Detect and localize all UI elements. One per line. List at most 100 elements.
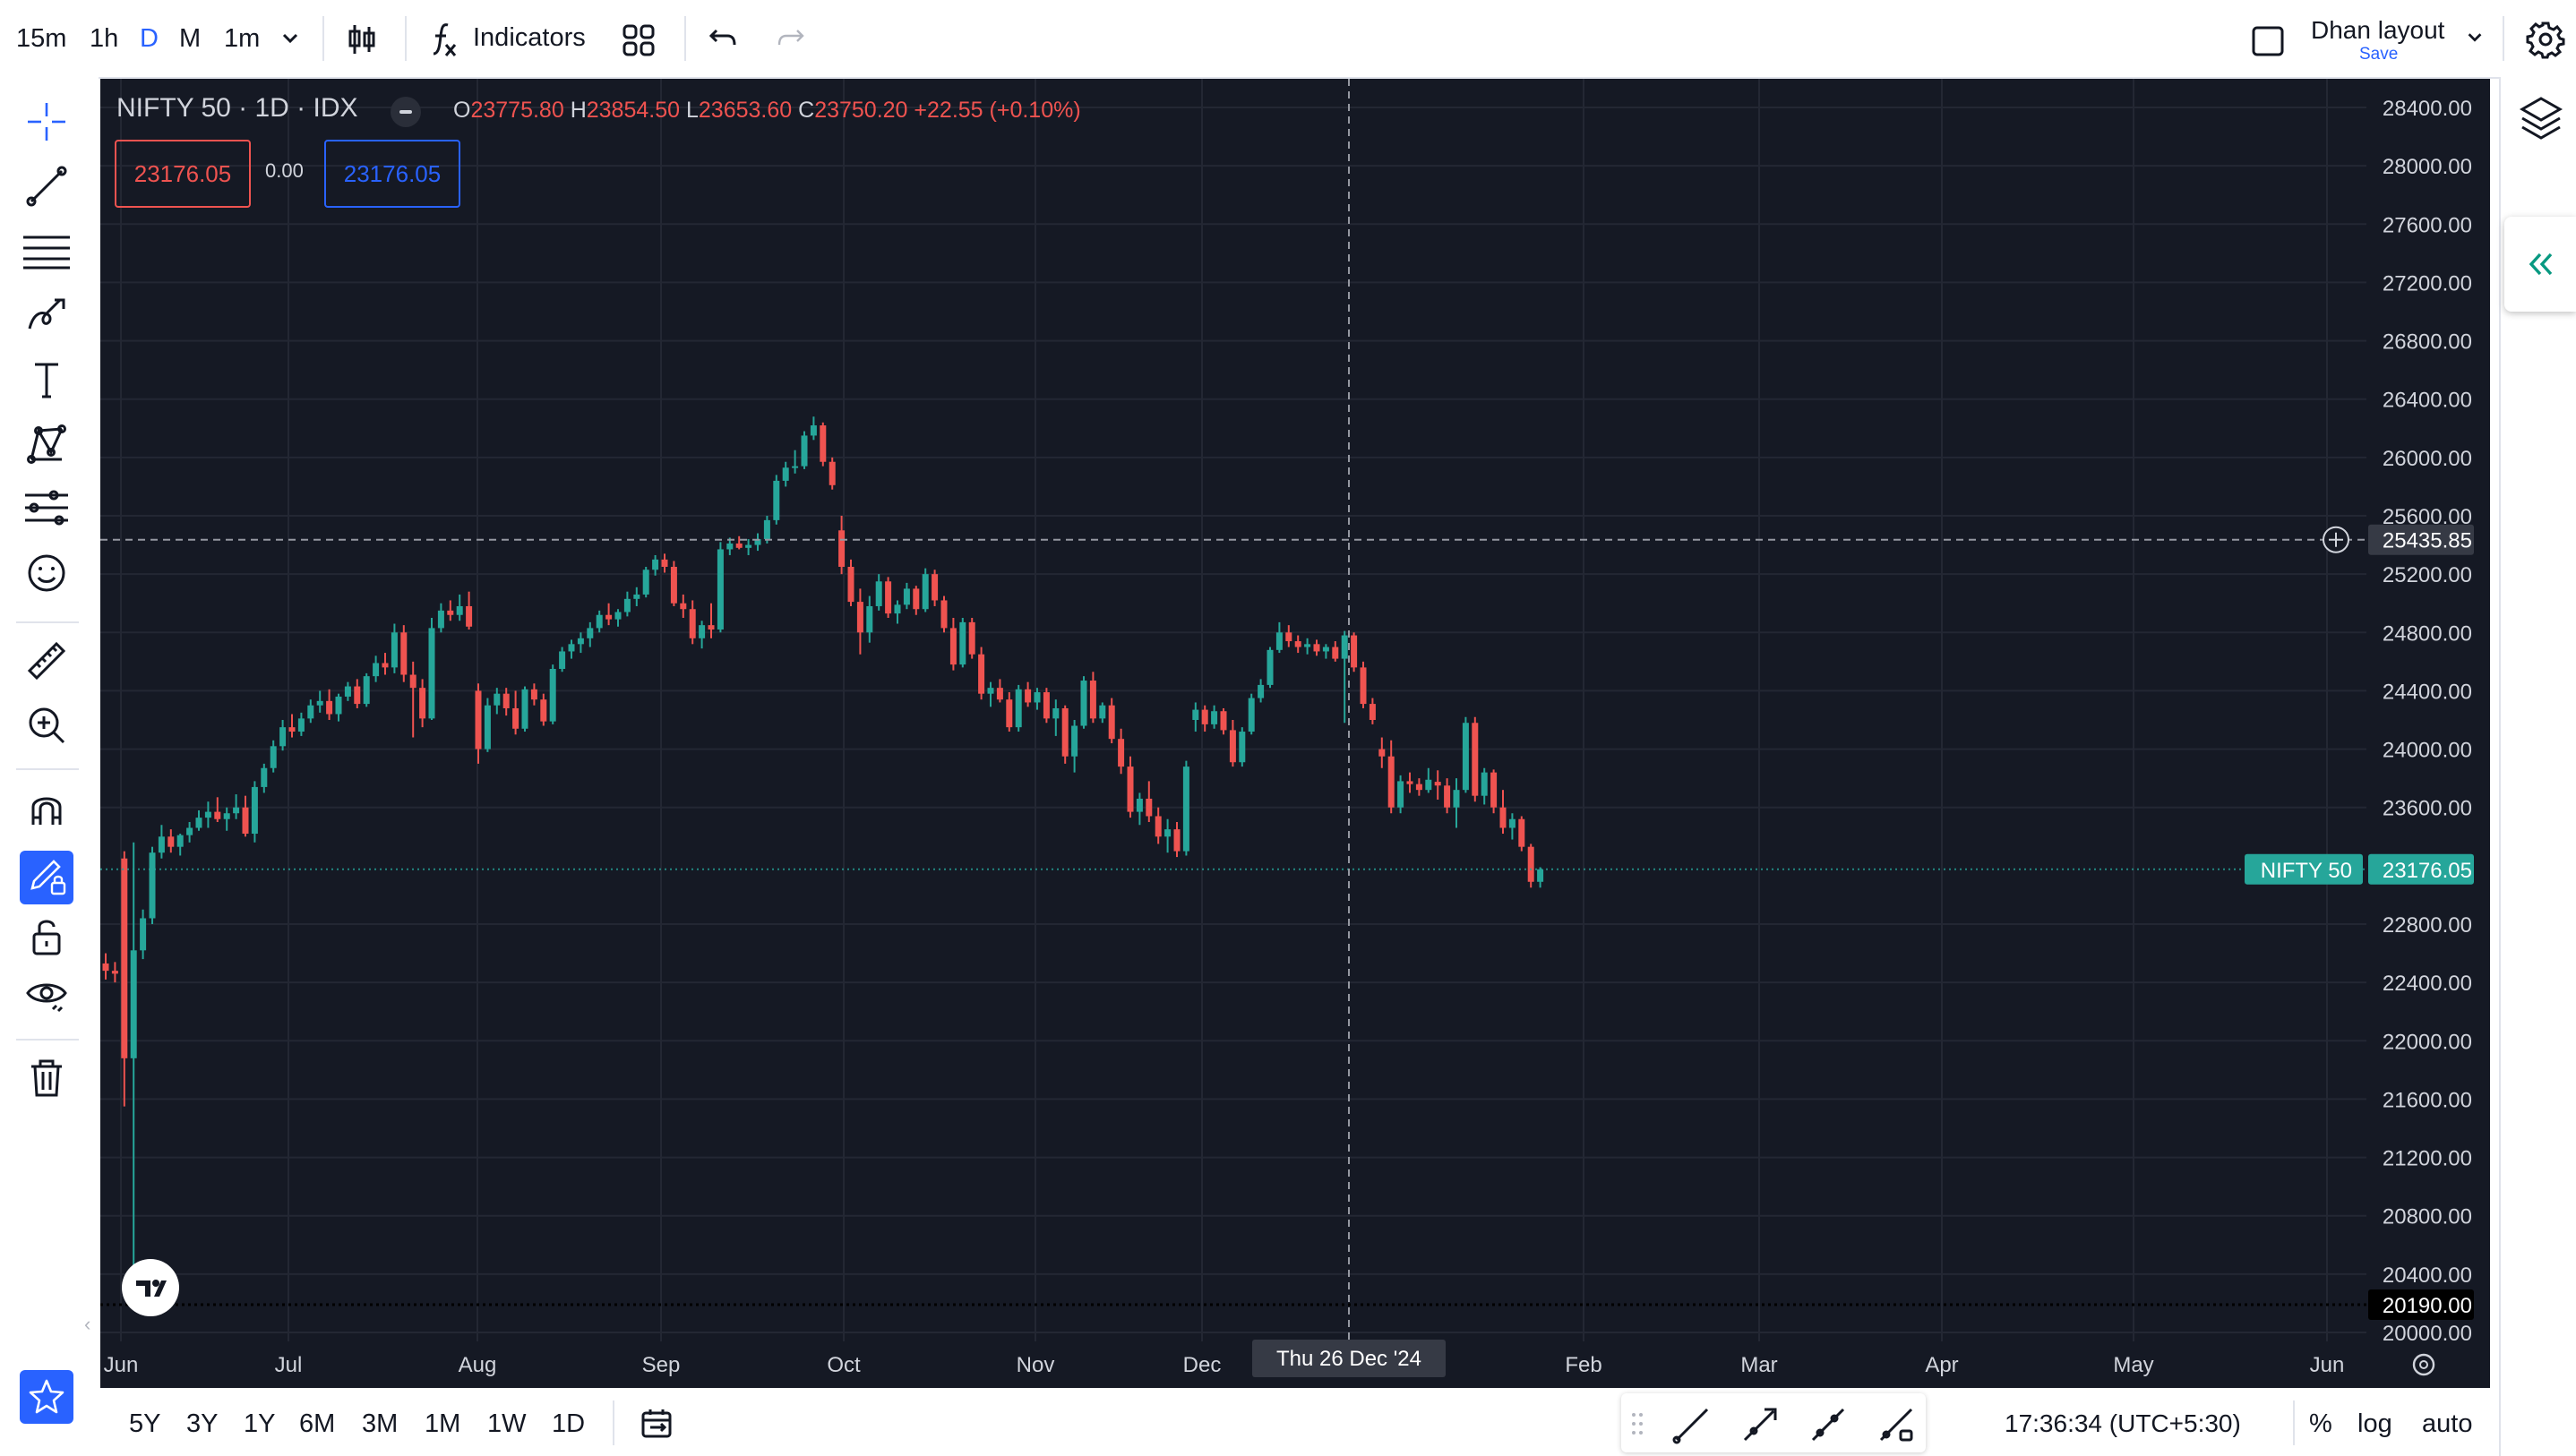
- lock-icon[interactable]: [20, 910, 73, 964]
- redo-icon[interactable]: [776, 25, 806, 56]
- layout-name[interactable]: Dhan layout: [2311, 16, 2445, 44]
- candle-body: [409, 674, 416, 689]
- price-tick-label: 26000.00: [2383, 447, 2472, 471]
- range-5y[interactable]: 5Y: [129, 1409, 161, 1438]
- range-1y[interactable]: 1Y: [244, 1409, 276, 1438]
- candle-body: [1127, 767, 1134, 812]
- undo-icon[interactable]: [708, 25, 738, 56]
- emoji-smile-icon[interactable]: [20, 546, 73, 600]
- candle-body: [1378, 749, 1386, 757]
- drag-handle-icon[interactable]: [1630, 1411, 1644, 1441]
- expand-panel-button[interactable]: [2504, 217, 2576, 312]
- candle-body: [1294, 641, 1301, 647]
- text-icon[interactable]: [20, 353, 73, 407]
- range-1d[interactable]: 1D: [552, 1409, 586, 1438]
- price-tick-label: 28000.00: [2383, 155, 2472, 179]
- quick-ray-icon[interactable]: [1807, 1404, 1849, 1450]
- candle-body: [288, 727, 296, 732]
- interval-15m[interactable]: 15m: [16, 24, 67, 53]
- trash-delete-icon[interactable]: [20, 1051, 73, 1105]
- price-tick-label: 24000.00: [2383, 739, 2472, 763]
- trend-line-icon[interactable]: [20, 159, 73, 213]
- top-toolbar: 15m 1h D M 1m Indicators: [0, 0, 2576, 79]
- candle-body: [587, 628, 594, 638]
- time-tick-label: Jul: [275, 1353, 303, 1377]
- ohlc-legend: O23775.80 H23854.50 L23653.60 C23750.20 …: [453, 98, 1081, 124]
- interval-d[interactable]: D: [140, 24, 159, 53]
- quick-arrow-icon[interactable]: [1739, 1404, 1781, 1450]
- symbol-title[interactable]: NIFTY 50 · 1D · IDX: [116, 93, 358, 123]
- candle-body: [577, 638, 584, 645]
- interval-1m[interactable]: 1m: [224, 24, 261, 53]
- candle-body: [1258, 684, 1265, 698]
- quick-extended-line-icon[interactable]: [1876, 1404, 1917, 1450]
- candle-body: [1444, 785, 1451, 808]
- brush-icon[interactable]: [20, 288, 73, 342]
- range-6m[interactable]: 6M: [299, 1409, 336, 1438]
- candle-body: [1472, 723, 1479, 796]
- layouts-grid-icon[interactable]: [622, 23, 656, 62]
- ohlc-l-label: L: [685, 98, 699, 123]
- percent-scale-toggle[interactable]: %: [2309, 1409, 2332, 1438]
- candle-body: [1508, 818, 1516, 828]
- legend-collapse-button[interactable]: [391, 97, 421, 127]
- zoom-in-icon[interactable]: [20, 698, 73, 752]
- price-tick-label: 28400.00: [2383, 97, 2472, 121]
- layout-chevron-down-icon[interactable]: [2465, 27, 2485, 51]
- time-tick-label: May: [2113, 1353, 2153, 1377]
- range-1m[interactable]: 1M: [425, 1409, 461, 1438]
- candle-body: [866, 605, 873, 633]
- interval-m[interactable]: M: [179, 24, 202, 53]
- spread-value: 0.00: [265, 159, 304, 182]
- candle-body: [475, 690, 482, 749]
- favorites-star-icon[interactable]: [20, 1370, 73, 1424]
- price-tick-label: 22800.00: [2383, 913, 2472, 938]
- range-1w[interactable]: 1W: [487, 1409, 527, 1438]
- candle-body: [1015, 689, 1022, 728]
- candlestick-chart[interactable]: 28400.00 28000.00 27600.00 27200.00 26800.00…: [100, 79, 2490, 1388]
- candle-body: [1425, 779, 1432, 791]
- object-tree-layers-icon[interactable]: [2519, 95, 2563, 150]
- candle-body: [140, 918, 147, 951]
- buy-button[interactable]: 23176.05: [324, 140, 460, 208]
- ruler-icon[interactable]: [20, 634, 73, 688]
- quick-trend-line-icon[interactable]: [1671, 1404, 1713, 1450]
- crosshair-icon[interactable]: [20, 95, 73, 149]
- settings-gear-icon[interactable]: [2526, 20, 2565, 64]
- candle-body: [521, 689, 528, 729]
- fullscreen-square-icon[interactable]: [2250, 23, 2286, 64]
- auto-scale-toggle[interactable]: auto: [2422, 1409, 2473, 1438]
- candle-body: [1239, 732, 1246, 763]
- chart-pane[interactable]: 28400.00 28000.00 27600.00 27200.00 26800.00…: [100, 79, 2490, 1388]
- candle-body: [102, 963, 109, 972]
- candle-body: [680, 603, 687, 610]
- pattern-icon[interactable]: [20, 417, 73, 471]
- magnet-icon[interactable]: [20, 781, 73, 835]
- candle-body: [363, 676, 370, 705]
- price-tick-label: 26800.00: [2383, 330, 2472, 355]
- layout-save-link[interactable]: Save: [2359, 45, 2399, 64]
- log-scale-toggle[interactable]: log: [2357, 1409, 2392, 1438]
- range-3m[interactable]: 3M: [362, 1409, 399, 1438]
- prediction-measure-icon[interactable]: [20, 482, 73, 535]
- candle-body: [1136, 798, 1143, 812]
- stay-in-drawing-mode-pencil-lock-icon[interactable]: [20, 851, 73, 904]
- candle-body: [204, 811, 211, 818]
- go-to-date-calendar-icon[interactable]: [640, 1406, 675, 1446]
- tradingview-logo-icon[interactable]: [122, 1259, 179, 1316]
- collapse-toolbar-chevron-icon[interactable]: ‹: [84, 1313, 91, 1335]
- candle-body: [1481, 772, 1488, 796]
- candle-body: [1490, 772, 1498, 808]
- candles-chart-type-icon[interactable]: [344, 21, 380, 62]
- candle-body: [847, 567, 854, 603]
- range-3y[interactable]: 3Y: [186, 1409, 219, 1438]
- timezone-clock[interactable]: 17:36:34 (UTC+5:30): [2005, 1409, 2241, 1437]
- interval-1h[interactable]: 1h: [90, 24, 119, 53]
- indicators-button[interactable]: Indicators: [428, 20, 586, 64]
- eye-visibility-icon[interactable]: [20, 967, 73, 1021]
- fib-retracement-icon[interactable]: [20, 224, 73, 278]
- interval-dropdown-chevron-down-icon[interactable]: [279, 27, 301, 53]
- candle-body: [111, 971, 118, 974]
- candle-body: [559, 651, 566, 669]
- sell-button[interactable]: 23176.05: [115, 140, 251, 208]
